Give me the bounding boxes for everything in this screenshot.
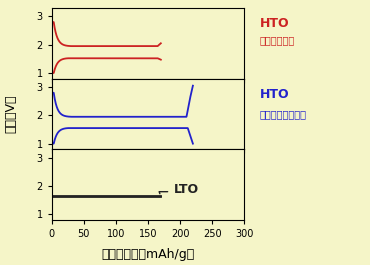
Text: （粒径制御なし）: （粒径制御なし） xyxy=(260,109,307,119)
Text: 電圧（V）: 電圧（V） xyxy=(4,95,18,133)
Text: HTO: HTO xyxy=(260,17,289,30)
Text: （粒径制御）: （粒径制御） xyxy=(260,35,295,45)
Text: LTO: LTO xyxy=(174,183,199,196)
Text: 充放電容量（mAh/g）: 充放電容量（mAh/g） xyxy=(101,248,195,261)
Text: HTO: HTO xyxy=(260,88,289,101)
